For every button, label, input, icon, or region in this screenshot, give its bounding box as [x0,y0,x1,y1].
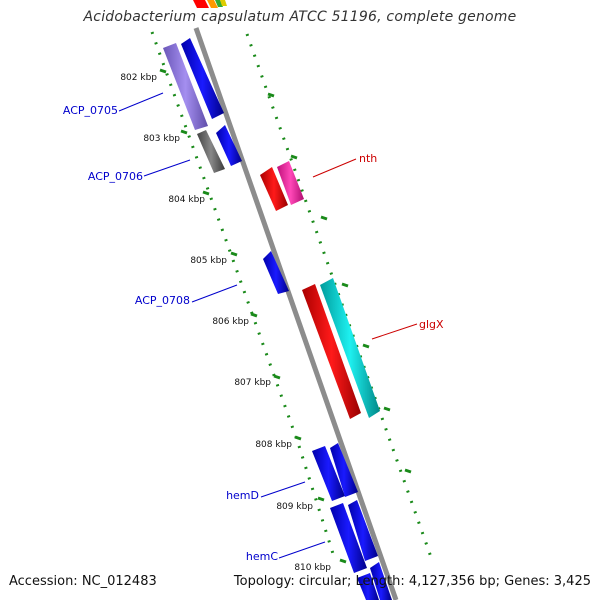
gene-label-acp0705[interactable]: ACP_0705 [63,104,118,117]
gene-label-hemd[interactable]: hemD [226,489,259,502]
gene-hemc[interactable] [330,503,367,573]
major-tick [267,92,275,98]
connector-nth [312,158,357,178]
connector-acp0705 [118,92,164,112]
gene-glgx-red[interactable] [302,284,361,419]
gene-acp0705-arrow[interactable] [181,38,224,119]
connector-acp0706 [143,159,191,177]
gene-hemd-arrow[interactable] [330,443,358,497]
inner-tick-line [150,31,299,441]
partial-gene-green [215,0,223,7]
connector-acp0708 [191,284,238,303]
major-tick [250,312,258,318]
gene-label-hemc[interactable]: hemC [246,550,278,563]
kbp-label: 806 kbp [212,317,249,327]
outer-genes [260,161,380,419]
gene-label-acp0706[interactable]: ACP_0706 [88,170,143,183]
gene-acp0705[interactable] [163,43,208,130]
gene-labels: ACP_0705 ACP_0706 ACP_0708 hemD hemC nth… [63,104,444,563]
accession-text: Accession: NC_012483 [9,574,157,589]
gene-label-acp0708[interactable]: ACP_0708 [135,294,190,307]
kbp-label: 804 kbp [168,195,205,205]
gene-acp0706[interactable] [197,130,225,173]
connector-hemc [278,541,326,559]
kbp-label: 807 kbp [234,378,271,388]
gene-glgx-cyan[interactable] [320,278,380,418]
kbp-labels: 802 kbp 803 kbp 804 kbp 805 kbp 806 kbp … [120,73,331,573]
genome-summary-text: Topology: circular; Length: 4,127,356 bp… [233,574,591,589]
kbp-label: 809 kbp [276,502,313,512]
tick-track [150,31,434,561]
connector-hemd [260,481,306,498]
gene-hemc-arrow[interactable] [348,500,378,561]
gene-bottom-1[interactable] [357,573,379,600]
gene-label-nth[interactable]: nth [359,152,377,165]
genome-title: Acidobacterium capsulatum ATCC 51196, co… [83,9,517,25]
inner-genes [163,38,392,600]
partial-gene-yellow [220,0,227,6]
partial-gene-orange [207,0,218,8]
kbp-label: 805 kbp [190,256,227,266]
major-tick [202,190,210,196]
major-tick [230,251,238,257]
major-tick [317,496,325,502]
kbp-label: 802 kbp [120,73,157,83]
major-tick [404,468,412,474]
major-tick [159,68,167,74]
gene-acp0706-arrow[interactable] [216,125,242,166]
major-tick [339,558,347,564]
major-tick [383,406,391,412]
label-connectors [118,92,418,559]
major-tick [290,154,298,160]
gene-bottom-2[interactable] [370,562,392,600]
gene-acp0708[interactable] [263,251,289,294]
major-tick [362,343,370,349]
major-tick [320,215,328,221]
major-ticks [159,68,412,564]
major-tick [341,282,349,288]
gene-hemd[interactable] [312,446,345,501]
kbp-label: 810 kbp [294,563,331,573]
connector-glgx [371,323,418,340]
major-tick [294,435,302,441]
partial-gene-red [193,0,209,8]
gene-nth-magenta[interactable] [277,161,304,205]
major-tick [273,374,281,380]
inner-tick-line-lower [297,445,337,561]
kbp-label: 808 kbp [255,440,292,450]
gene-nth-red[interactable] [260,167,288,211]
genome-backbone [193,27,399,600]
major-tick [180,129,188,135]
top-partial-genes [193,0,227,8]
gene-label-glgx[interactable]: glgX [419,318,444,331]
kbp-label: 803 kbp [143,134,180,144]
